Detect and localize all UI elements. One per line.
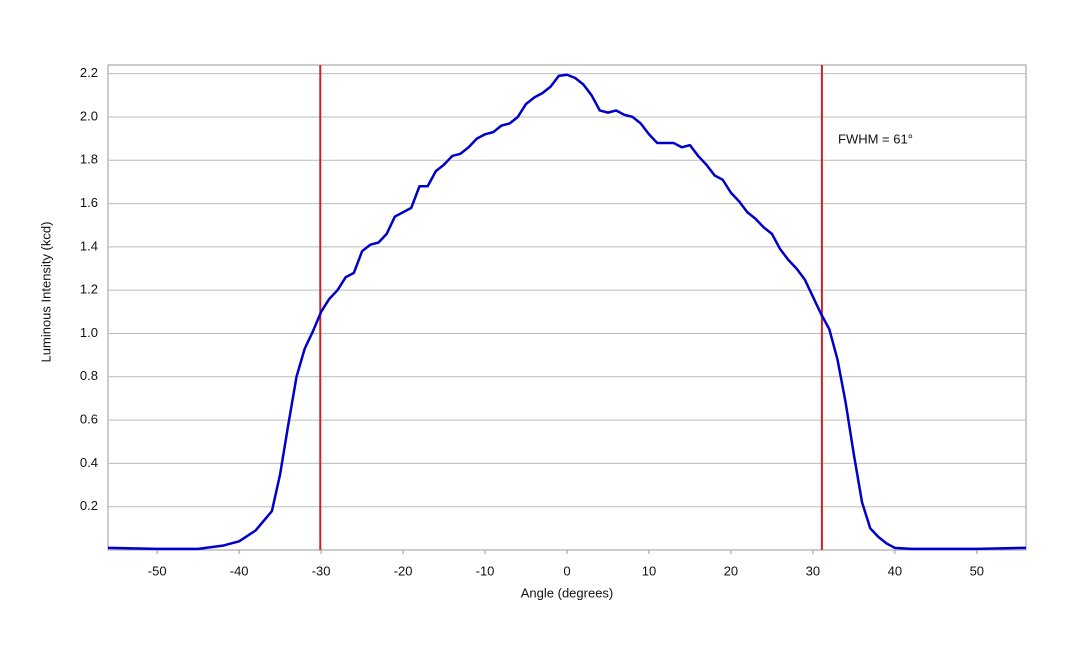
x-tick-label: 50 xyxy=(970,563,984,578)
x-tick-label: -10 xyxy=(476,563,495,578)
x-tick-label: -50 xyxy=(148,563,167,578)
y-tick-label: 2.0 xyxy=(80,108,98,123)
annotation: FWHM = 61° xyxy=(838,131,913,146)
x-tick-label: 30 xyxy=(806,563,820,578)
y-tick-label: 0.2 xyxy=(80,498,98,513)
data-line xyxy=(107,73,1027,551)
x-tick-label: 10 xyxy=(642,563,656,578)
y-tick-label: 0.6 xyxy=(80,412,98,427)
x-tick-label: 0 xyxy=(563,563,570,578)
y-tick-label: 1.8 xyxy=(80,152,98,167)
y-tick-label: 2.2 xyxy=(80,65,98,80)
y-tick-label: 1.4 xyxy=(80,238,98,253)
y-tick-label: 1.0 xyxy=(80,325,98,340)
x-axis-label: Angle (degrees) xyxy=(521,585,614,600)
y-tick-label: 1.6 xyxy=(80,195,98,210)
x-tick-label: -20 xyxy=(394,563,413,578)
x-tick-label: -40 xyxy=(230,563,249,578)
y-tick-label: 0.4 xyxy=(80,455,98,470)
y-tick-label: 1.2 xyxy=(80,282,98,297)
x-tick-label: 20 xyxy=(724,563,738,578)
y-axis-label: Luminous Intensity (kcd) xyxy=(38,222,53,363)
y-tick-label: 0.8 xyxy=(80,368,98,383)
x-tick-label: -30 xyxy=(312,563,331,578)
x-tick-label: 40 xyxy=(888,563,902,578)
